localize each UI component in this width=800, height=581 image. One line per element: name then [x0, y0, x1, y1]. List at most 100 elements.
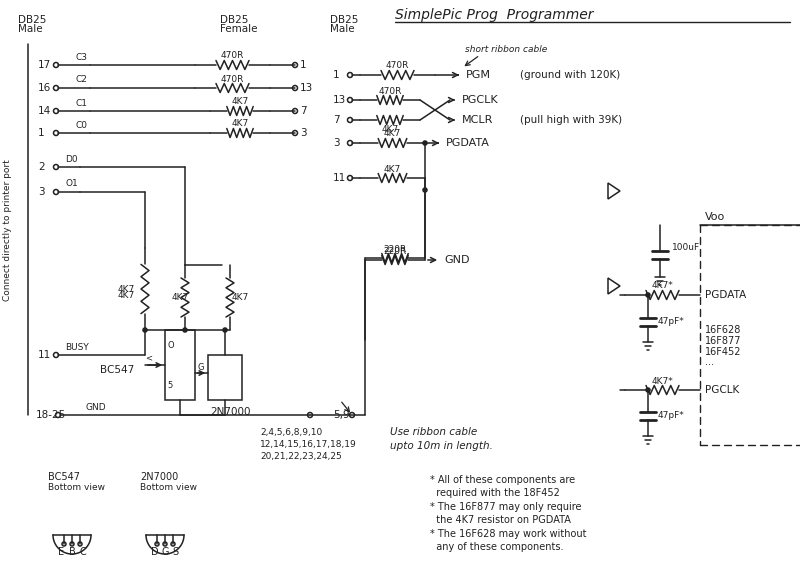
- Text: 20,21,22,23,24,25: 20,21,22,23,24,25: [260, 451, 342, 461]
- Text: SimplePic Prog  Programmer: SimplePic Prog Programmer: [395, 8, 594, 22]
- Text: 2N7000: 2N7000: [140, 472, 178, 482]
- Text: 470R: 470R: [386, 62, 409, 70]
- Text: 3: 3: [300, 128, 306, 138]
- Text: 2: 2: [38, 162, 45, 172]
- Text: 220R: 220R: [383, 246, 406, 256]
- Text: D0: D0: [65, 155, 78, 163]
- Text: required with the 18F452: required with the 18F452: [430, 488, 560, 498]
- Text: D: D: [151, 547, 158, 557]
- Text: upto 10m in length.: upto 10m in length.: [390, 441, 493, 451]
- Text: PGCLK: PGCLK: [705, 385, 739, 395]
- Text: 16F452: 16F452: [705, 347, 742, 357]
- Text: 7: 7: [333, 115, 340, 125]
- Text: BC547: BC547: [100, 365, 134, 375]
- Text: the 4K7 resistor on PGDATA: the 4K7 resistor on PGDATA: [430, 515, 571, 525]
- Text: 4K7: 4K7: [231, 98, 249, 106]
- Circle shape: [646, 293, 650, 297]
- Text: Connect directly to printer port: Connect directly to printer port: [3, 159, 13, 301]
- Text: * The 16F628 may work without: * The 16F628 may work without: [430, 529, 586, 539]
- Text: G: G: [162, 547, 170, 557]
- Circle shape: [183, 328, 187, 332]
- Text: 4K7: 4K7: [384, 164, 401, 174]
- Text: 1: 1: [333, 70, 340, 80]
- Text: Bottom view: Bottom view: [140, 483, 197, 493]
- Text: 7: 7: [300, 106, 306, 116]
- Text: G: G: [198, 364, 205, 372]
- Text: 47pF*: 47pF*: [658, 317, 685, 327]
- Text: 470R: 470R: [221, 74, 244, 84]
- Text: (ground with 120K): (ground with 120K): [520, 70, 620, 80]
- Text: 13: 13: [333, 95, 346, 105]
- Text: GND: GND: [85, 403, 106, 411]
- Circle shape: [223, 328, 227, 332]
- Text: 4K7: 4K7: [382, 125, 398, 134]
- Text: <: <: [145, 353, 152, 363]
- Text: * The 16F877 may only require: * The 16F877 may only require: [430, 502, 582, 512]
- Text: 470R: 470R: [221, 52, 244, 60]
- Text: C1: C1: [75, 99, 87, 107]
- Text: 1: 1: [38, 128, 45, 138]
- Text: E: E: [58, 547, 64, 557]
- Text: ...: ...: [705, 357, 714, 367]
- Text: DB25: DB25: [220, 15, 248, 25]
- Bar: [165, 330, 195, 400]
- Text: PGCLK: PGCLK: [462, 95, 498, 105]
- Text: 11: 11: [333, 173, 346, 183]
- Text: 2N7000: 2N7000: [210, 407, 250, 417]
- Text: 16F628: 16F628: [705, 325, 742, 335]
- Text: Voo: Voo: [705, 212, 726, 222]
- Text: 4K7*: 4K7*: [652, 282, 674, 290]
- Text: 100uF: 100uF: [672, 242, 700, 252]
- Text: PGM: PGM: [466, 70, 491, 80]
- Text: DB25: DB25: [330, 15, 358, 25]
- Text: 5,9: 5,9: [333, 410, 350, 420]
- Text: C: C: [79, 547, 86, 557]
- Text: Use ribbon cable: Use ribbon cable: [390, 427, 478, 437]
- Text: Male: Male: [330, 24, 354, 34]
- Text: O: O: [167, 340, 174, 350]
- Text: B: B: [69, 547, 76, 557]
- Text: 4K7: 4K7: [172, 293, 190, 303]
- Text: C2: C2: [75, 76, 87, 84]
- Circle shape: [646, 388, 650, 392]
- Text: (pull high with 39K): (pull high with 39K): [520, 115, 622, 125]
- Circle shape: [143, 328, 147, 332]
- Text: PGDATA: PGDATA: [705, 290, 746, 300]
- Text: short ribbon cable: short ribbon cable: [465, 45, 547, 55]
- Text: 16: 16: [38, 83, 51, 93]
- Text: 2,4,5,6,8,9,10: 2,4,5,6,8,9,10: [260, 428, 322, 436]
- Circle shape: [423, 141, 427, 145]
- Text: S: S: [172, 547, 178, 557]
- Text: 47pF*: 47pF*: [658, 411, 685, 421]
- Text: 3: 3: [333, 138, 340, 148]
- Text: any of these components.: any of these components.: [430, 542, 563, 552]
- Text: 5: 5: [167, 381, 172, 389]
- Text: 1: 1: [300, 60, 306, 70]
- Text: 4K7: 4K7: [232, 293, 250, 303]
- Text: 4K7: 4K7: [231, 120, 249, 128]
- Text: Female: Female: [220, 24, 258, 34]
- Text: 18-25: 18-25: [36, 410, 66, 420]
- Text: 4K7: 4K7: [118, 285, 135, 293]
- Text: 14: 14: [38, 106, 51, 116]
- Text: * All of these components are: * All of these components are: [430, 475, 575, 485]
- Text: 12,14,15,16,17,18,19: 12,14,15,16,17,18,19: [260, 439, 357, 449]
- Text: C3: C3: [75, 52, 87, 62]
- Text: 4K7: 4K7: [384, 130, 401, 138]
- Text: 13: 13: [300, 83, 314, 93]
- Text: MCLR: MCLR: [462, 115, 494, 125]
- Text: Bottom view: Bottom view: [48, 483, 105, 493]
- Text: O1: O1: [65, 180, 78, 188]
- Text: C0: C0: [75, 120, 87, 130]
- Text: BC547: BC547: [48, 472, 80, 482]
- Text: Male: Male: [18, 24, 42, 34]
- Text: DB25: DB25: [18, 15, 46, 25]
- Text: BUSY: BUSY: [65, 343, 89, 352]
- Text: 17: 17: [38, 60, 51, 70]
- Text: 470R: 470R: [378, 87, 402, 95]
- Text: 220R: 220R: [383, 245, 406, 253]
- Text: 4K7: 4K7: [118, 290, 135, 299]
- Text: 11: 11: [38, 350, 51, 360]
- Text: GND: GND: [444, 255, 470, 265]
- Text: PGDATA: PGDATA: [446, 138, 490, 148]
